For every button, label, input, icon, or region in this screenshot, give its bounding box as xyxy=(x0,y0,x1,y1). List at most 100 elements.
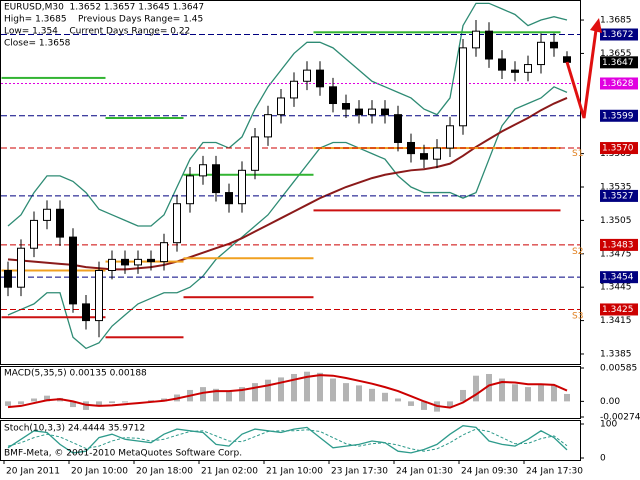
candle-body xyxy=(433,147,441,160)
y-tick-label: 0.00585 xyxy=(600,364,637,374)
macd-bar xyxy=(18,401,24,405)
level-label: 1.3672 xyxy=(602,30,634,40)
macd-bar xyxy=(343,383,349,402)
price-label-box xyxy=(600,238,638,251)
candle-body xyxy=(225,192,233,205)
macd-bar xyxy=(304,371,310,402)
macd-bar xyxy=(70,401,76,408)
candle-body xyxy=(4,269,12,288)
y-tick-label: 100 xyxy=(600,420,617,430)
x-tick-label: 24 Jan 17:30 xyxy=(526,467,583,477)
macd-title: MACD(5,35,5) 0.00135 0.00188 xyxy=(4,369,147,379)
candle-body xyxy=(160,242,168,263)
macd-bar xyxy=(408,401,414,406)
candle-body xyxy=(17,247,25,288)
level-label: 1.3425 xyxy=(602,305,634,315)
macd-bar xyxy=(395,398,401,402)
candle-body xyxy=(355,108,363,116)
y-tick-label: 1.3565 xyxy=(600,149,632,159)
candle-body xyxy=(30,219,38,249)
price-label-box xyxy=(600,142,638,155)
macd-bar xyxy=(538,384,544,402)
x-tick-label: 21 Jan 10:00 xyxy=(266,467,323,477)
chart-title: EURUSD,M30 1.3652 1.3657 1.3645 1.3647 xyxy=(4,3,204,13)
macd-bar xyxy=(291,373,297,402)
y-tick-label: -0.00274 xyxy=(600,413,640,423)
candle-body xyxy=(524,64,532,73)
candle-body xyxy=(238,169,246,205)
candle-body xyxy=(498,58,506,71)
macd-bar xyxy=(525,387,531,402)
candle-body xyxy=(381,108,389,116)
current-price-box xyxy=(600,56,638,69)
x-tick-label: 24 Jan 01:30 xyxy=(396,467,453,477)
price-pane xyxy=(0,0,581,365)
candle-body xyxy=(394,114,402,143)
y-tick-label: 1.3415 xyxy=(600,316,632,326)
macd-bar xyxy=(330,378,336,402)
candle-body xyxy=(537,41,545,66)
x-tick-label: 23 Jan 17:30 xyxy=(331,467,388,477)
candle-body xyxy=(108,258,116,271)
y-tick-label: 0 xyxy=(600,454,606,464)
stoch-pane xyxy=(0,420,581,461)
price-label-box xyxy=(600,77,638,90)
price-label-box xyxy=(600,109,638,122)
macd-bar xyxy=(96,401,102,406)
info-line: Close= 1.3658 xyxy=(4,39,71,49)
candle-body xyxy=(95,269,103,322)
stoch-title: Stoch(10,3,3) 24.4444 35.9712 xyxy=(4,424,145,434)
price-label-box xyxy=(600,28,638,41)
y-tick-label: 1.3655 xyxy=(600,49,632,59)
pivot-annotation: S2 xyxy=(572,247,583,257)
macd-bar xyxy=(356,385,362,402)
candle-body xyxy=(420,153,428,160)
info-line: High= 1.3685 Previous Days Range= 1.45 xyxy=(4,15,203,25)
y-tick-label: 1.3505 xyxy=(600,216,632,226)
candle-body xyxy=(69,236,77,305)
footer: BMF-Meta, © 2001-2010 MetaQuotes Softwar… xyxy=(4,449,242,459)
y-tick-label: 1.3385 xyxy=(600,349,632,359)
candle-body xyxy=(82,303,90,322)
macd-bar xyxy=(278,377,284,402)
candle-body xyxy=(316,69,324,88)
candle-body xyxy=(342,103,350,110)
macd-bar xyxy=(122,401,128,403)
indicator-line xyxy=(7,86,568,350)
candle-body xyxy=(134,258,142,266)
candle-body xyxy=(121,258,129,266)
macd-bar xyxy=(421,401,427,410)
pivot-annotation: S1 xyxy=(572,149,583,159)
macd-bar xyxy=(473,375,479,402)
current-price-label: 1.3647 xyxy=(602,58,634,68)
macd-bar xyxy=(213,388,219,402)
price-label-box xyxy=(600,303,638,316)
x-tick-label: 21 Jan 02:00 xyxy=(201,467,258,477)
x-tick-label: 24 Jan 09:30 xyxy=(461,467,518,477)
macd-bar xyxy=(31,398,37,402)
candle-body xyxy=(290,80,298,99)
candle-body xyxy=(550,41,558,49)
macd-bar xyxy=(317,372,323,402)
macd-pane xyxy=(0,366,581,419)
x-tick-label: 20 Jan 10:00 xyxy=(71,467,128,477)
macd-bar xyxy=(44,395,50,402)
candle-body xyxy=(43,208,51,221)
stoch-signal xyxy=(7,428,568,452)
level-label: 1.3527 xyxy=(602,191,634,201)
macd-bar xyxy=(486,373,492,402)
candle-body xyxy=(147,258,155,263)
macd-bar xyxy=(382,392,388,402)
candle-body xyxy=(303,69,311,82)
candle-body xyxy=(173,203,181,244)
level-label: 1.3454 xyxy=(602,273,634,283)
macd-bar xyxy=(512,384,518,402)
price-label-box xyxy=(600,271,638,284)
forecast-arrowhead xyxy=(590,18,602,33)
x-tick-label: 20 Jan 2011 xyxy=(6,467,60,477)
y-tick-label: 1.3685 xyxy=(600,16,632,26)
macd-bar xyxy=(226,391,232,402)
indicator-line xyxy=(7,2,568,227)
